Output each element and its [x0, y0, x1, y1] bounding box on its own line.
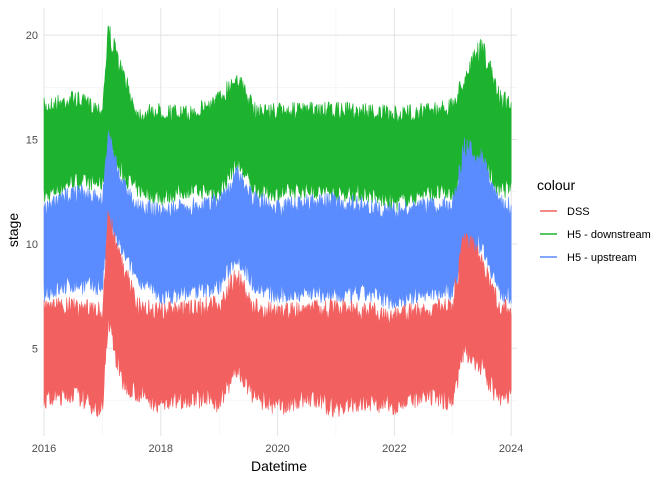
legend: colour DSS H5 - downstream H5 - upstream	[537, 177, 651, 264]
legend-label: H5 - upstream	[567, 252, 637, 264]
legend-label: H5 - downstream	[567, 229, 651, 241]
series-band-dss	[43, 210, 512, 418]
y-axis-title: stage	[5, 213, 21, 247]
x-tick-labels: 2016 2018 2020 2022 2024	[32, 443, 524, 455]
x-tick-label: 2018	[149, 443, 173, 455]
series-band-h5-upstream	[43, 130, 512, 310]
y-tick-label: 15	[26, 135, 38, 147]
series-band-h5-downstream	[43, 25, 512, 212]
y-tick-label: 5	[32, 343, 38, 355]
x-tick-label: 2024	[499, 443, 523, 455]
x-axis-title: Datetime	[251, 458, 307, 474]
x-tick-label: 2016	[32, 443, 56, 455]
legend-label: DSS	[567, 206, 590, 218]
y-tick-labels: 5 10 15 20	[26, 30, 38, 355]
y-tick-label: 10	[26, 239, 38, 251]
legend-title: colour	[537, 177, 575, 193]
x-tick-label: 2022	[382, 443, 406, 455]
y-tick-label: 20	[26, 30, 38, 42]
x-tick-label: 2020	[265, 443, 289, 455]
series-layer	[43, 25, 512, 418]
